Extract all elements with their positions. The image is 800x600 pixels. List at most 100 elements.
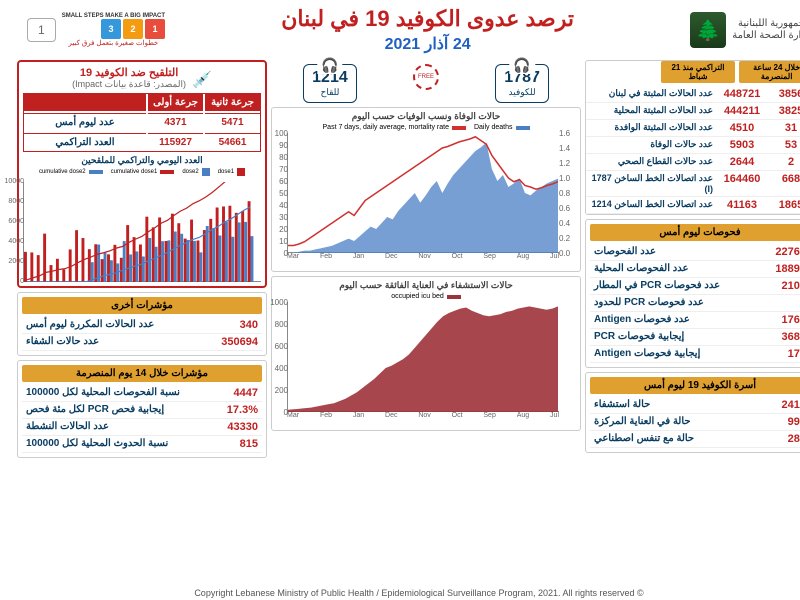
stat-value: 3686 bbox=[737, 331, 787, 343]
stat-label: عدد حالات الشفاء bbox=[7, 336, 80, 348]
icu-chart-title: حالات الاستشفاء في العناية الفائقة حسب ا… bbox=[256, 280, 558, 291]
stat-24h-value: 3856 bbox=[752, 88, 792, 100]
hotline-covid: 🎧 1787 للكوفيد bbox=[476, 64, 530, 103]
vaccine-subtitle: (المصدر: قاعدة بيانات Impact) bbox=[53, 79, 167, 90]
legend-dose1: dose1 bbox=[199, 169, 215, 175]
stat-row: 17.3% إيجابية فحص PCR لكل مئة فحص bbox=[3, 402, 243, 419]
main-stat-row: 3825 444211 عدد الحالات المثبتة المحلية bbox=[567, 103, 795, 120]
col-right: خلال 24 ساعة المنصرمة التراكمي منذ 21 شب… bbox=[566, 60, 796, 580]
legend-cdose2: cumulative dose2 bbox=[20, 169, 67, 175]
icu-chart: حالات الاستشفاء في العناية الفائقة حسب ا… bbox=[252, 276, 562, 431]
stat-row: 287 حالة مع تنفس اصطناعي bbox=[571, 431, 791, 448]
legend-mortality: Past 7 days, daily average, mortality ra… bbox=[304, 124, 430, 131]
stat-label: نسبة الفحوصات المحلية لكل 100000 bbox=[7, 387, 161, 399]
legend-daily-deaths: Daily deaths bbox=[455, 124, 494, 131]
vacc-yesterday-d1: 4371 bbox=[129, 113, 184, 131]
stat-label: عدد فحوصات PCR في المطار bbox=[575, 280, 701, 292]
beds-title: أسرة الكوفيد 19 ليوم أمس bbox=[571, 377, 791, 394]
vaccine-title: التلقيح ضد الكوفيد 19 bbox=[53, 66, 167, 79]
stat-row: 2415 حالة استشفاء bbox=[571, 397, 791, 414]
stat-row: 18892 عدد الفحوصات المحلية bbox=[571, 261, 791, 278]
stat-label: حالة استشفاء bbox=[575, 399, 631, 411]
stat-cumul-value: 164460 bbox=[697, 173, 749, 194]
stat-label: عدد الحالات المثبتة المحلية bbox=[570, 105, 694, 117]
stat-row: 991 حالة في العناية المركزة bbox=[571, 414, 791, 431]
ministry-logo: 🌲 bbox=[671, 12, 707, 48]
stat-row: 1767 عدد فحوصات Antigen bbox=[571, 312, 791, 329]
beds-panel: أسرة الكوفيد 19 ليوم أمس 2415 حالة استشف… bbox=[566, 372, 796, 453]
stat-value: 18892 bbox=[737, 263, 787, 275]
page-number: 1 bbox=[8, 18, 37, 42]
syringe-icon: 💉 bbox=[173, 70, 193, 90]
org-line1: الجمهورية اللبنانية bbox=[713, 18, 792, 30]
other-panel: مؤشرات أخرى 340 عدد الحالات المكررة ليوم… bbox=[0, 292, 248, 356]
stat-24h-value: 3825 bbox=[752, 105, 792, 117]
vacc-chart-title: العدد اليومي والتراكمي للملقحين bbox=[4, 155, 242, 166]
hotline1-lbl: للكوفيد bbox=[485, 87, 521, 98]
main-stat-row: 3856 448721 عدد الحالات المثبتة في لبنان bbox=[567, 86, 795, 103]
stat-value: 350694 bbox=[189, 336, 239, 348]
stat-label: عدد الحالات المكررة ليوم أمس bbox=[7, 319, 135, 331]
stat-label: عدد الحالات المثبتة الوافدة bbox=[570, 122, 694, 134]
stat-label: عدد الحالات المثبتة في لبنان bbox=[570, 88, 694, 100]
indicators14-panel: مؤشرات خلال 14 يوم المنصرمة 4447 نسبة ال… bbox=[0, 360, 248, 458]
footer-copyright: © Copyright Lebanese Ministry of Public … bbox=[0, 588, 800, 598]
stat-value: 1767 bbox=[737, 314, 787, 326]
steps-tagline: خطوات صغيرة بتعمل فرق كبير bbox=[43, 39, 146, 47]
stat-24h-value: 31 bbox=[752, 122, 792, 134]
hotline2-lbl: للقاح bbox=[293, 87, 329, 98]
org-line2: وزارة الصحة العامة bbox=[713, 30, 792, 42]
header: الجمهورية اللبنانية وزارة الصحة العامة 🌲… bbox=[0, 0, 800, 60]
stat-label: نسبة الحدوث المحلية لكل 100000 bbox=[7, 438, 149, 450]
main-stat-row: 1865 41163 عدد اتصالات الخط الساخن 1214 bbox=[567, 197, 795, 214]
main-stat-row: 2 2644 عدد حالات القطاع الصحي bbox=[567, 154, 795, 171]
vaccine-panel: 💉 التلقيح ضد الكوفيد 19 (المصدر: قاعدة ب… bbox=[0, 60, 248, 288]
legend-cdose1: cumulative dose1 bbox=[92, 169, 139, 175]
indicators14-title: مؤشرات خلال 14 يوم المنصرمة bbox=[3, 365, 243, 382]
headset-icon: 🎧 bbox=[298, 57, 323, 74]
stat-value: 22765 bbox=[737, 246, 787, 258]
col-24h-header: خلال 24 ساعة المنصرمة bbox=[720, 61, 795, 83]
stat-label: إيجابية فحوصات PCR bbox=[575, 331, 665, 343]
stat-label: عدد حالات القطاع الصحي bbox=[570, 156, 694, 168]
headset-icon: 🎧 bbox=[490, 57, 515, 74]
stamp-icon: FREE bbox=[394, 64, 420, 90]
other-title: مؤشرات أخرى bbox=[3, 297, 243, 314]
legend-icu: occupied icu bed bbox=[372, 293, 425, 300]
vacc-cumul-lbl: العدد التراكمي bbox=[5, 133, 127, 151]
stat-value: 815 bbox=[189, 438, 239, 450]
main-stats-table: خلال 24 ساعة المنصرمة التراكمي منذ 21 شب… bbox=[566, 60, 796, 215]
stat-label: عدد اتصالات الخط الساخن 1787 (I) bbox=[570, 173, 694, 194]
stat-value: 2415 bbox=[737, 399, 787, 411]
vaccine-table: جرعة ثانية جرعة أولى 5471 4371 عدد ليوم … bbox=[4, 93, 242, 152]
stat-row: - عدد فحوصات PCR للحدود bbox=[571, 295, 791, 312]
stat-cumul-value: 5903 bbox=[697, 139, 749, 151]
deaths-chart: حالات الوفاة ونسب الوفيات حسب اليوم Dail… bbox=[252, 107, 562, 272]
stat-row: 2106 عدد فحوصات PCR في المطار bbox=[571, 278, 791, 295]
stat-row: 22765 عدد الفحوصات bbox=[571, 244, 791, 261]
stat-value: 287 bbox=[737, 433, 787, 445]
stat-value: 170 bbox=[737, 348, 787, 360]
stat-24h-value: 1865 bbox=[752, 199, 792, 211]
deaths-chart-title: حالات الوفاة ونسب الوفيات حسب اليوم bbox=[256, 111, 558, 122]
stat-value: 4447 bbox=[189, 387, 239, 399]
tests-panel: فحوصات ليوم أمس 22765 عدد الفحوصات 18892… bbox=[566, 219, 796, 368]
stat-cumul-value: 444211 bbox=[697, 105, 749, 117]
dose1-head: جرعة أولى bbox=[129, 94, 184, 111]
col-cumul-header: التراكمي منذ 21 شباط bbox=[642, 61, 717, 83]
stat-label: عدد الفحوصات bbox=[575, 246, 637, 258]
vacc-yesterday-lbl: عدد ليوم أمس bbox=[5, 113, 127, 131]
tests-title: فحوصات ليوم أمس bbox=[571, 224, 791, 241]
stat-label: حالة مع تنفس اصطناعي bbox=[575, 433, 675, 445]
org-block: الجمهورية اللبنانية وزارة الصحة العامة 🌲 bbox=[671, 12, 792, 48]
stat-24h-value: 53 bbox=[752, 139, 792, 151]
stat-label: عدد الفحوصات المحلية bbox=[575, 263, 669, 275]
main-stat-row: 31 4510 عدد الحالات المثبتة الوافدة bbox=[567, 120, 795, 137]
vacc-cumul-d1: 115927 bbox=[129, 133, 184, 151]
main-title: ترصد عدوى الكوفيد 19 في لبنان bbox=[146, 6, 671, 32]
stat-row: 340 عدد الحالات المكررة ليوم أمس bbox=[3, 317, 243, 334]
col-middle: 🎧 1787 للكوفيد FREE 🎧 1214 للقاح حالات ا… bbox=[252, 60, 562, 580]
dose2-head: جرعة ثانية bbox=[186, 94, 241, 111]
stat-row: 3686 إيجابية فحوصات PCR bbox=[571, 329, 791, 346]
report-date: 24 آذار 2021 bbox=[146, 34, 671, 54]
